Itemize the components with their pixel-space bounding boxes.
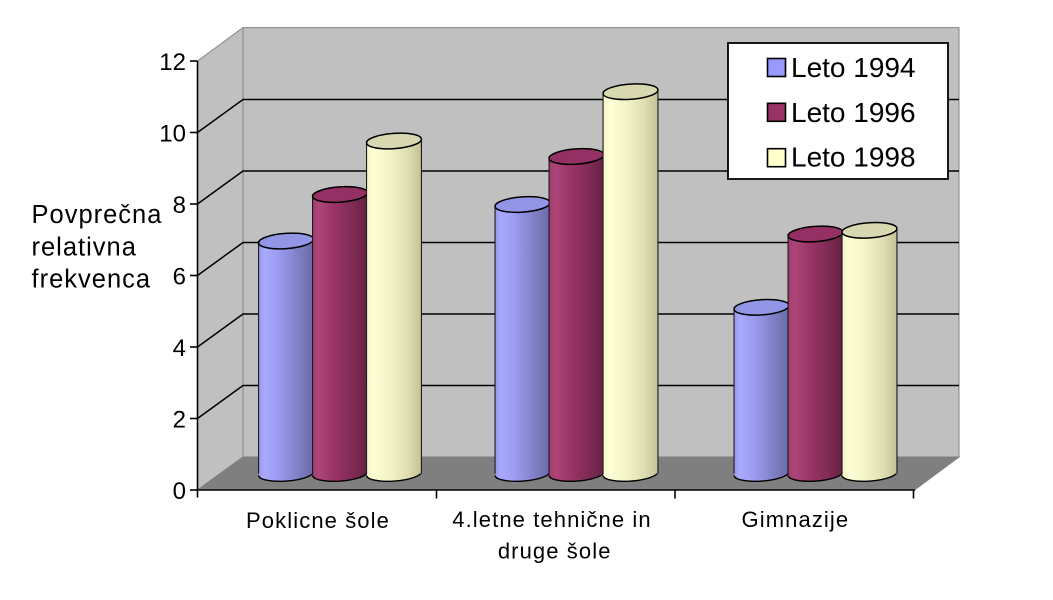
- svg-text:Leto 1996: Leto 1996: [791, 97, 916, 128]
- svg-text:druge šole: druge šole: [498, 538, 612, 563]
- svg-text:Leto 1998: Leto 1998: [791, 142, 916, 173]
- svg-text:Leto 1994: Leto 1994: [791, 52, 916, 83]
- svg-text:2: 2: [173, 407, 186, 434]
- svg-text:12: 12: [159, 49, 186, 76]
- svg-text:Poklicne šole: Poklicne šole: [246, 508, 390, 533]
- svg-text:Povprečna: Povprečna: [32, 201, 163, 229]
- svg-text:8: 8: [173, 192, 186, 219]
- svg-text:0: 0: [173, 478, 186, 505]
- svg-text:frekvenca: frekvenca: [32, 265, 152, 293]
- svg-text:4: 4: [173, 335, 186, 362]
- svg-text:10: 10: [159, 121, 186, 148]
- svg-text:relativna: relativna: [32, 233, 137, 261]
- svg-text:Gimnazije: Gimnazije: [742, 507, 850, 532]
- svg-text:4.letne tehnične in: 4.letne tehnične in: [452, 507, 651, 532]
- svg-text:6: 6: [173, 264, 186, 291]
